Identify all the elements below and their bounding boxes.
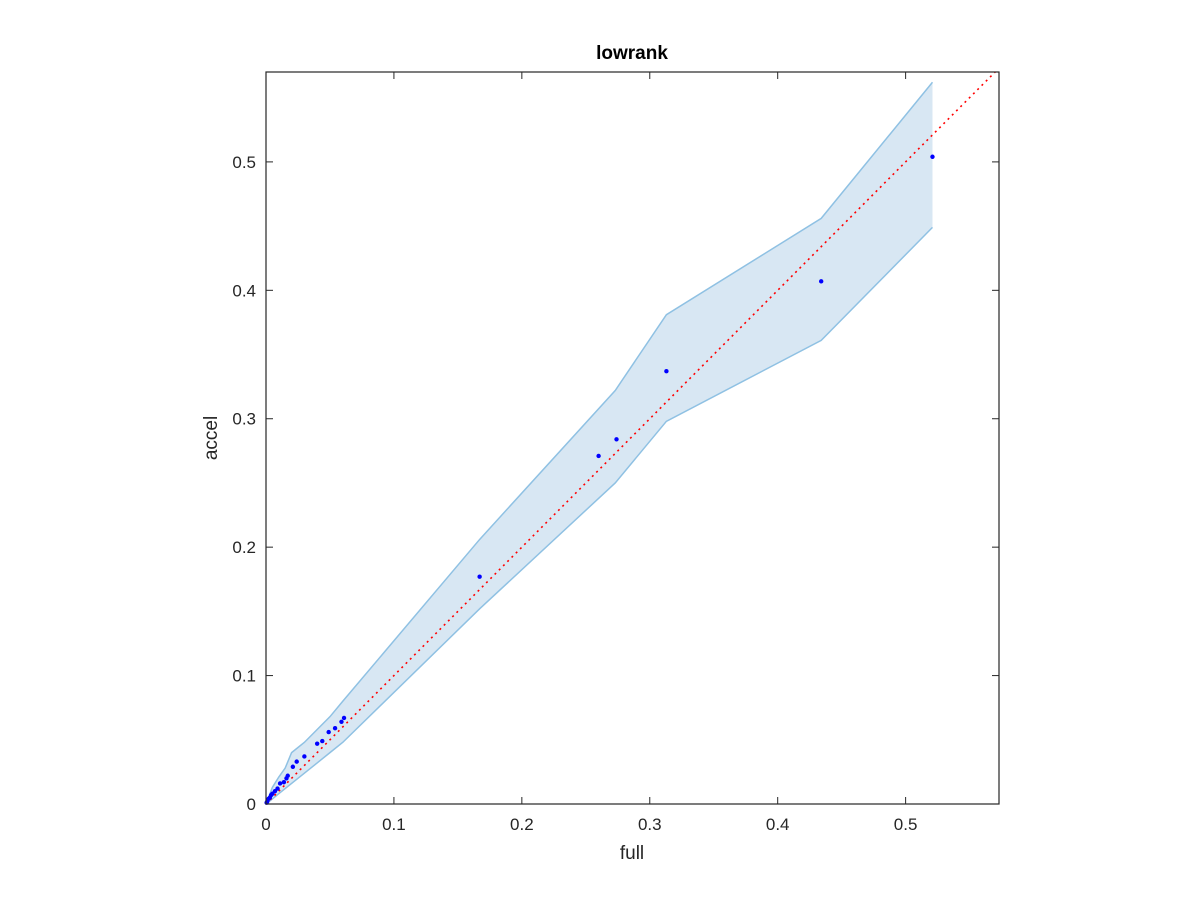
y-tick-label: 0.3 <box>232 410 256 429</box>
data-point <box>596 453 601 459</box>
data-point <box>930 154 935 159</box>
band-lower-edge <box>265 226 934 805</box>
data-point <box>339 719 344 725</box>
data-point <box>285 773 290 778</box>
data-point <box>277 781 283 786</box>
y-tick-label: 0 <box>247 795 256 814</box>
data-point <box>302 754 307 759</box>
reference-line <box>265 71 996 805</box>
data-point <box>664 369 669 374</box>
data-point <box>341 715 347 721</box>
data-point <box>281 779 287 785</box>
data-point <box>275 786 280 791</box>
data-point <box>477 574 482 579</box>
chart-title: lowrank <box>596 43 668 64</box>
x-tick-label: 0.5 <box>894 815 918 834</box>
y-tick-label: 0.4 <box>232 281 256 300</box>
data-point <box>320 738 325 744</box>
axes-box <box>265 71 1000 805</box>
x-tick-label: 0 <box>261 815 270 834</box>
data-point <box>290 764 296 769</box>
y-axis-label: accel <box>201 416 222 460</box>
y-tick-label: 0.2 <box>232 538 256 557</box>
data-point <box>314 741 320 746</box>
x-tick-label: 0.3 <box>638 815 662 834</box>
data-point <box>326 729 331 735</box>
x-tick-label: 0.4 <box>766 815 790 834</box>
plot-area: 0 0.1 0.2 0.3 0.4 0.5 0 0.1 0.2 0.3 0.4 0.5 <box>232 71 1000 834</box>
y-tick-label: 0.1 <box>232 667 256 686</box>
x-tick-label: 0.1 <box>382 815 406 834</box>
data-point <box>614 437 619 442</box>
band-upper-edge <box>265 81 934 805</box>
confidence-band <box>266 82 933 804</box>
data-point <box>818 279 824 284</box>
x-tick-label: 0.2 <box>510 815 534 834</box>
data-point <box>332 726 338 731</box>
x-axis-label: full <box>620 843 644 864</box>
y-tick-label: 0.5 <box>232 153 256 172</box>
data-point <box>294 759 299 764</box>
